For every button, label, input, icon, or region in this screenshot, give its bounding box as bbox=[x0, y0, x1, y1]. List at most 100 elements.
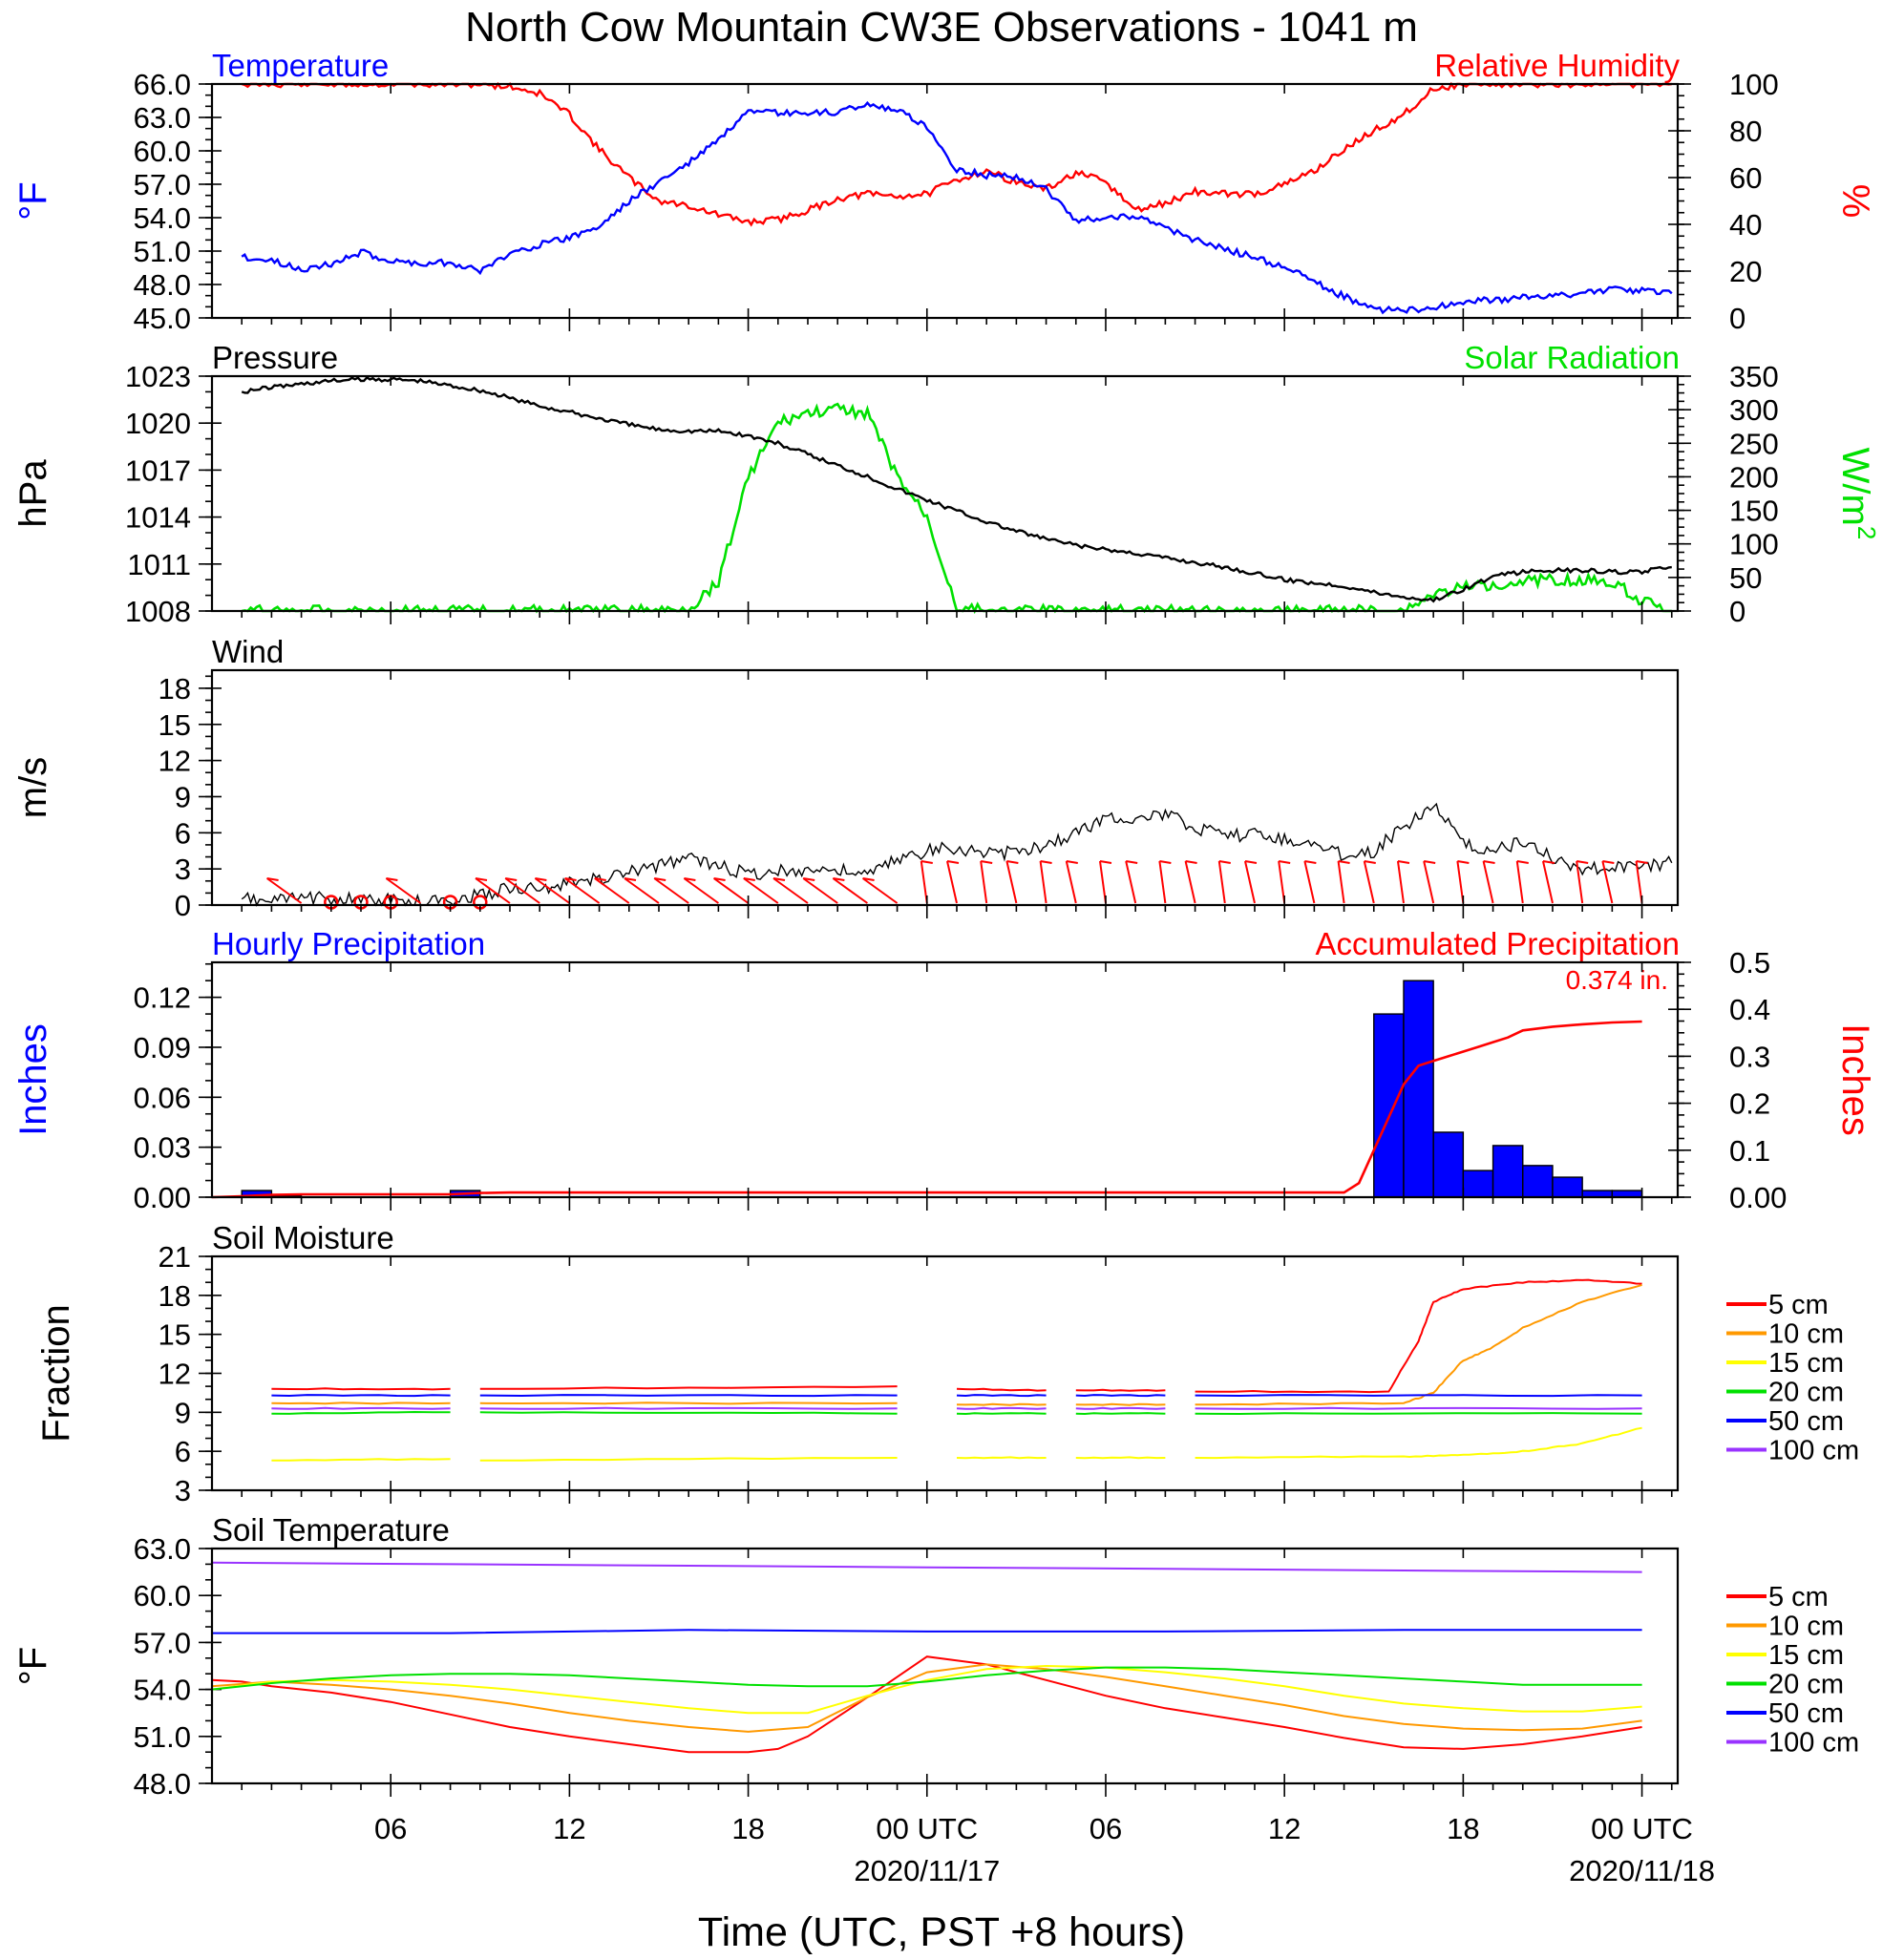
y-axis-label-right: Inches bbox=[1834, 1023, 1876, 1136]
panel-title-right-1: Solar Radiation bbox=[1464, 340, 1680, 375]
wind-barb-flag bbox=[1218, 860, 1231, 864]
series-soil-moisture-10cm bbox=[1075, 1402, 1166, 1406]
legend-label: 20 cm bbox=[1768, 1378, 1844, 1408]
y-tick-label-left: 60.0 bbox=[134, 1579, 191, 1612]
y-axis-label-right-superscript: 2 bbox=[1852, 526, 1881, 539]
wind-barb-flag bbox=[1602, 860, 1615, 864]
hourly-precip-bar bbox=[1492, 1145, 1524, 1198]
wind-barb-flag bbox=[803, 877, 815, 881]
y-tick-label-right: 40 bbox=[1729, 208, 1762, 242]
y-tick-label-left: 18 bbox=[159, 1279, 191, 1313]
y-tick-label-left: 51.0 bbox=[134, 1720, 191, 1754]
wind-barb-flag bbox=[920, 860, 933, 864]
y-axis-label-left: Inches bbox=[12, 1023, 54, 1136]
wind-barb-flag bbox=[1185, 860, 1197, 864]
wind-barb-flag bbox=[1304, 860, 1317, 864]
series-soil-temp-10cm bbox=[211, 1663, 1642, 1733]
wind-barb bbox=[1039, 860, 1047, 904]
wind-barb-flag bbox=[1126, 860, 1138, 864]
panel-frame-1 bbox=[210, 374, 1680, 613]
y-tick-label-left: 54.0 bbox=[134, 201, 191, 235]
series-soil-moisture-50cm bbox=[1075, 1394, 1166, 1398]
panel-frame-0 bbox=[210, 82, 1680, 320]
wind-barb bbox=[1423, 860, 1435, 904]
series-soil-moisture-15cm bbox=[479, 1457, 898, 1462]
x-date-label: 2020/11/18 bbox=[1569, 1854, 1715, 1887]
y-tick-label-left: 0.03 bbox=[134, 1131, 191, 1165]
y-tick-label-left: 12 bbox=[159, 745, 191, 778]
hourly-precip-bar bbox=[1373, 1013, 1405, 1198]
series-soil-moisture-5cm bbox=[1075, 1388, 1166, 1392]
wind-barb bbox=[1098, 860, 1107, 904]
wind-barb bbox=[385, 877, 421, 904]
x-tick-label: 06 bbox=[374, 1812, 407, 1845]
wind-barb-flag bbox=[1159, 860, 1172, 864]
y-tick-label-left: 0.00 bbox=[134, 1181, 191, 1214]
legend-label: 10 cm bbox=[1768, 1319, 1844, 1350]
wind-barb bbox=[475, 877, 511, 904]
panel-frame-5 bbox=[210, 1547, 1680, 1785]
wind-barb-flag bbox=[266, 877, 279, 881]
wind-barb-flag bbox=[1483, 860, 1495, 864]
panel-title-left-4: Soil Moisture bbox=[212, 1220, 394, 1255]
x-tick-label: 12 bbox=[1268, 1812, 1301, 1845]
y-tick-label-right: 350 bbox=[1729, 360, 1779, 393]
wind-barb bbox=[1601, 860, 1614, 904]
panel-title-left-3: Hourly Precipitation bbox=[212, 926, 485, 961]
wind-barb bbox=[1541, 860, 1554, 904]
y-tick-label-left: 1011 bbox=[127, 548, 191, 581]
series-soil-moisture-10cm bbox=[479, 1402, 898, 1405]
wind-barb bbox=[594, 877, 630, 904]
series-soil-temp-15cm bbox=[211, 1664, 1642, 1715]
wind-barb bbox=[1396, 860, 1405, 904]
wind-barb-flag bbox=[594, 877, 606, 881]
y-tick-label-left: 1017 bbox=[125, 453, 191, 487]
y-tick-label-right: 100 bbox=[1729, 528, 1779, 561]
wind-barb bbox=[832, 877, 868, 904]
y-tick-label-right: 150 bbox=[1729, 495, 1779, 528]
wind-barb bbox=[683, 877, 719, 904]
panel-title-left-5: Soil Temperature bbox=[212, 1512, 450, 1548]
wind-barb bbox=[1217, 860, 1226, 904]
series-soil-moisture-50cm bbox=[956, 1394, 1047, 1398]
y-tick-label-left: 1014 bbox=[125, 501, 191, 535]
series-soil-moisture-20cm bbox=[1075, 1412, 1166, 1416]
wind-barb-flag bbox=[1364, 860, 1376, 864]
y-axis-label-right: % bbox=[1834, 184, 1876, 219]
y-tick-label-left: 18 bbox=[159, 672, 191, 706]
y-tick-label-right: 0.4 bbox=[1729, 993, 1770, 1026]
x-tick-label: 18 bbox=[731, 1812, 764, 1845]
legend-label: 10 cm bbox=[1768, 1612, 1844, 1642]
y-tick-label-left: 1023 bbox=[125, 360, 191, 393]
legend-label: 50 cm bbox=[1768, 1406, 1844, 1437]
wind-barb-flag bbox=[772, 877, 786, 881]
y-tick-label-left: 6 bbox=[175, 816, 191, 850]
series-wind-speed bbox=[241, 802, 1673, 907]
series-soil-moisture-5cm bbox=[1195, 1278, 1642, 1394]
y-tick-label-left: 57.0 bbox=[134, 1626, 191, 1659]
series-soil-moisture-15cm bbox=[271, 1458, 451, 1462]
wind-barb bbox=[920, 860, 928, 904]
wind-barb bbox=[1125, 860, 1137, 904]
wind-barb-flag bbox=[1457, 860, 1470, 864]
wind-barb-flag bbox=[386, 877, 398, 881]
panel-frame-4 bbox=[210, 1254, 1680, 1492]
wind-barb-flag bbox=[1244, 860, 1258, 864]
wind-barb-flag bbox=[654, 877, 666, 881]
y-tick-label-left: 51.0 bbox=[134, 235, 191, 268]
y-tick-label-left: 0.09 bbox=[134, 1031, 191, 1064]
y-tick-label-left: 15 bbox=[159, 708, 191, 742]
wind-barb bbox=[861, 877, 899, 904]
wind-barb bbox=[624, 877, 660, 904]
y-tick-label-right: 50 bbox=[1729, 561, 1762, 595]
y-tick-label-right: 0 bbox=[1729, 595, 1745, 628]
y-tick-label-left: 0 bbox=[175, 889, 191, 922]
wind-barb bbox=[1515, 860, 1524, 904]
wind-barb-flag bbox=[1006, 860, 1019, 864]
y-axis-label-right: W/m2 bbox=[1834, 448, 1881, 540]
legend-label: 15 cm bbox=[1768, 1348, 1844, 1379]
wind-barb bbox=[772, 877, 809, 904]
wind-barb bbox=[1635, 860, 1643, 904]
wind-barb bbox=[1184, 860, 1196, 904]
